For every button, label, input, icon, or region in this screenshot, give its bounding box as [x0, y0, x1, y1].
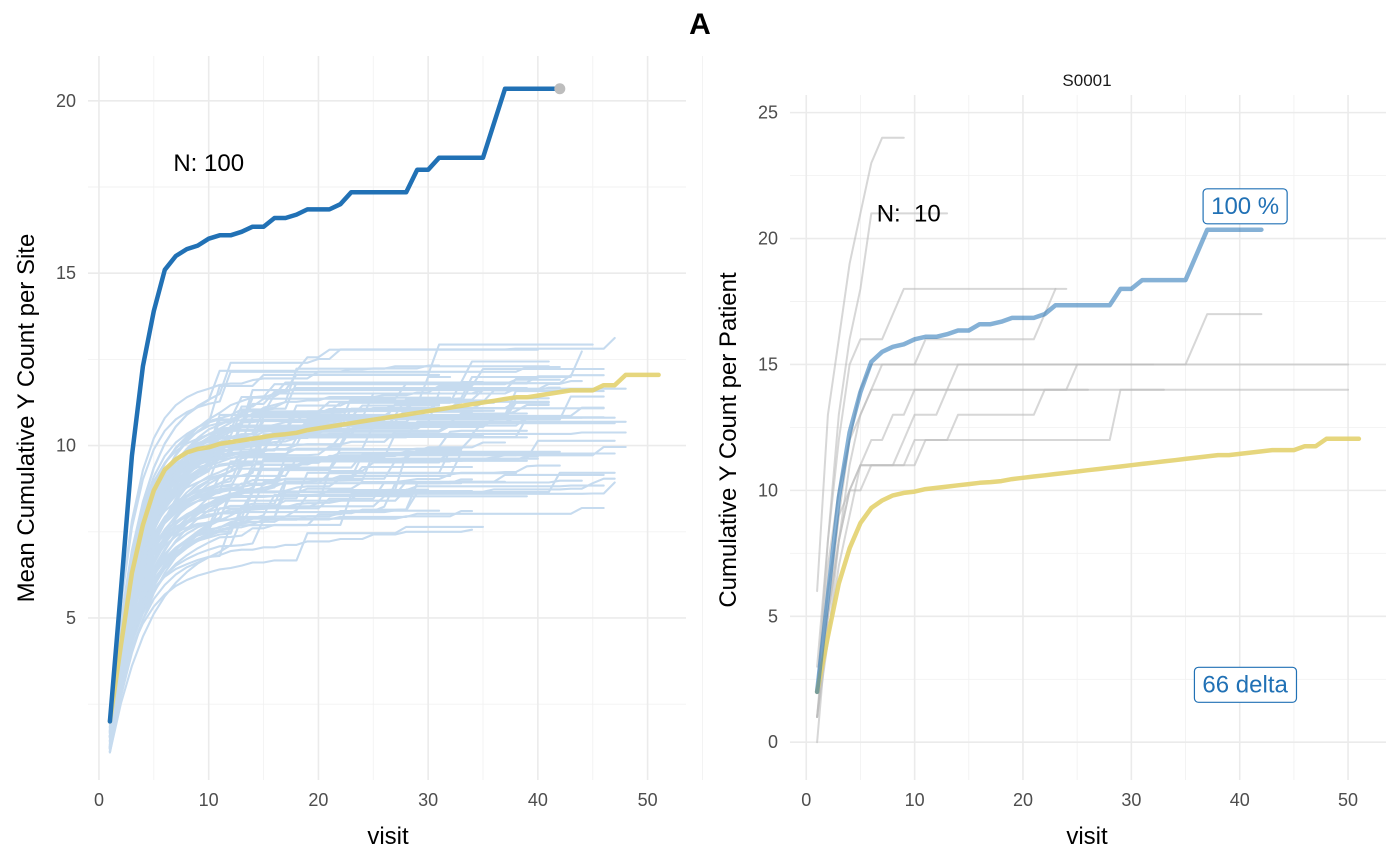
x-tick-label: 50 [1338, 790, 1358, 810]
x-tick-label: 30 [1121, 790, 1141, 810]
site-line [108, 348, 539, 749]
patient-line [816, 388, 1089, 718]
left-series [107, 83, 661, 724]
y-tick-label: 25 [758, 103, 778, 123]
site-line [108, 506, 605, 748]
right-grid [790, 95, 1386, 780]
site-line [108, 416, 561, 720]
site-line [108, 406, 605, 725]
right-x-axis-title: visit [1066, 823, 1108, 850]
x-tick-label: 10 [905, 790, 925, 810]
patient-line [816, 136, 905, 593]
y-tick-label: 15 [56, 263, 76, 283]
patient-line [816, 363, 1350, 693]
site-line [108, 510, 474, 754]
left-n-annotation: N: 100 [173, 150, 244, 177]
right-panel: S0001 0 10 20 30 40 50 0 5 10 15 20 25 N: 10 100 % 6… [715, 71, 1386, 850]
site-line [108, 429, 528, 749]
right-tick-labels: 0 10 20 30 40 50 0 5 10 15 20 25 [758, 103, 1358, 810]
site-line [108, 490, 474, 752]
site-line [108, 397, 550, 725]
y-tick-label: 10 [56, 436, 76, 456]
site-line [108, 528, 474, 748]
main-title: A [689, 8, 711, 41]
highlight-line [107, 86, 563, 724]
site-line [108, 451, 452, 720]
x-tick-label: 40 [1230, 790, 1250, 810]
right-n-annotation: N: 10 [877, 200, 941, 227]
x-tick-label: 50 [638, 790, 658, 810]
right-series [814, 227, 1362, 695]
left-x-axis-title: visit [367, 823, 409, 850]
right-box-labels: 100 % 66 delta [1193, 188, 1298, 703]
site-line [108, 380, 583, 742]
box-label: 66 delta [1193, 666, 1298, 703]
endpoint-dot [554, 83, 566, 95]
left-site-lines [108, 336, 627, 754]
site-line [108, 374, 605, 738]
y-tick-label: 10 [758, 480, 778, 500]
box-label-frame [1193, 666, 1298, 703]
site-line [108, 454, 517, 749]
site-line [108, 472, 517, 733]
site-line [108, 396, 452, 725]
y-tick-label: 5 [768, 606, 778, 626]
left-y-axis-title: Mean Cumulative Y Count per Site [13, 234, 40, 603]
patient-line [816, 388, 1350, 718]
left-panel: 0 10 20 30 40 50 5 10 15 20 N: 100 visit Mean Cum… [13, 56, 703, 850]
site-line [108, 465, 474, 749]
right-strip-label: S0001 [1062, 71, 1111, 90]
mean-line [814, 436, 1362, 695]
mean-line [107, 372, 661, 724]
box-label-frame [1202, 188, 1288, 225]
x-tick-label: 10 [199, 790, 219, 810]
site-line [108, 364, 441, 729]
patient-line [816, 287, 1057, 668]
highlight-line [814, 227, 1264, 695]
y-tick-label: 5 [66, 608, 76, 628]
patient-line [816, 212, 949, 693]
box-label: 100 % [1202, 188, 1288, 225]
y-tick-label: 20 [56, 91, 76, 111]
x-tick-label: 20 [1013, 790, 1033, 810]
site-line [108, 420, 627, 751]
x-tick-label: 40 [528, 790, 548, 810]
right-y-axis-title: Cumulative Y Count per Patient [715, 272, 742, 608]
box-label-text: 66 delta [1202, 671, 1288, 698]
box-label-text: 100 % [1211, 193, 1279, 220]
x-tick-label: 30 [418, 790, 438, 810]
y-tick-label: 20 [758, 229, 778, 249]
site-line [108, 424, 463, 749]
y-tick-label: 15 [758, 354, 778, 374]
patient-line [816, 313, 1263, 718]
x-tick-label: 20 [308, 790, 328, 810]
site-line [108, 495, 528, 733]
x-tick-label: 0 [94, 790, 104, 810]
site-line [108, 390, 605, 719]
right-patient-lines [816, 136, 1350, 744]
y-tick-label: 0 [768, 732, 778, 752]
site-line [108, 452, 616, 717]
x-tick-label: 0 [801, 790, 811, 810]
site-line [108, 436, 528, 751]
left-tick-labels: 0 10 20 30 40 50 5 10 15 20 [56, 91, 658, 810]
patient-line [816, 363, 1154, 718]
